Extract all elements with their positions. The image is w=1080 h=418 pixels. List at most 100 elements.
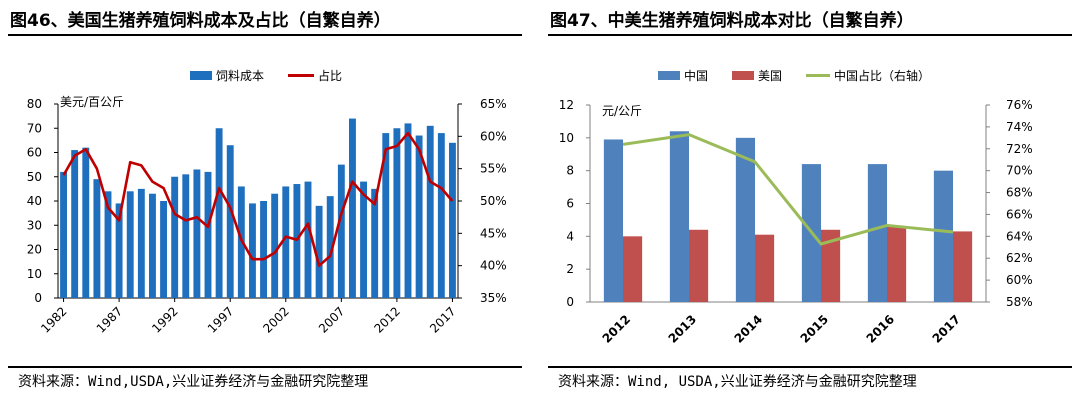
x-category-label: 2017 <box>930 312 964 346</box>
x-tick-label: 1987 <box>94 304 125 335</box>
left-y-tick-label: 6 <box>566 197 574 211</box>
china-feed-cost-bar <box>933 170 953 302</box>
feed-cost-bar <box>160 201 167 298</box>
china-feed-cost-bar <box>735 137 755 302</box>
right-y-tick-label: 65% <box>480 97 507 111</box>
feed-cost-bar <box>204 171 212 298</box>
x-tick-label: 2017 <box>427 304 458 335</box>
left-y-tick-label: 50 <box>27 170 42 184</box>
left-chart-title: 图46、美国生猪养殖饲料成本及占比（自繁自养） <box>10 11 391 31</box>
feed-cost-bar <box>360 181 367 298</box>
right-y-tick-label: 72% <box>1006 142 1033 156</box>
feed-cost-bar <box>193 169 201 298</box>
right-y-tick-label: 58% <box>1006 295 1033 309</box>
right-y-tick-label: 68% <box>1006 186 1033 200</box>
feed-cost-bar <box>93 179 101 298</box>
x-tick-label: 2002 <box>260 304 291 335</box>
left-y-tick-label: 80 <box>27 97 42 111</box>
feed-cost-bar <box>282 186 290 298</box>
right-chart-title: 图47、中美生猪养殖饲料成本对比（自繁自养） <box>550 11 914 31</box>
left-y-tick-label: 70 <box>27 121 42 135</box>
feed-cost-bar <box>226 145 234 298</box>
feed-cost-bar <box>349 118 356 298</box>
legend-label-usa: 美国 <box>758 69 782 83</box>
legend-label-china-share: 中国占比（右轴） <box>834 68 930 83</box>
left-chart-panel: 图46、美国生猪养殖饲料成本及占比（自繁自养） 饲料成本 占比 0 10 20 30 40 5… <box>0 0 530 418</box>
feed-cost-bar <box>126 191 134 298</box>
right-y-tick-label: 74% <box>1006 120 1033 134</box>
feed-cost-bar <box>449 142 456 298</box>
feed-cost-bar <box>71 150 79 298</box>
left-title-rule <box>8 34 522 36</box>
usa-feed-cost-bar <box>689 229 709 302</box>
feed-cost-bar <box>171 176 179 298</box>
right-y-tick-label: 60% <box>1006 273 1033 287</box>
left-y-tick-label: 10 <box>27 267 42 281</box>
right-y-tick-label: 50% <box>480 194 507 208</box>
right-y-tick-label: 45% <box>480 226 507 240</box>
x-category-label: 2014 <box>732 312 766 346</box>
feed-cost-bar <box>60 171 67 298</box>
x-category-label: 2012 <box>600 312 634 346</box>
feed-cost-bar <box>371 188 379 298</box>
feed-cost-bar <box>82 147 90 298</box>
left-y-tick-label: 8 <box>566 164 574 178</box>
right-y-tick-label: 66% <box>1006 207 1033 221</box>
legend-swatch-china <box>658 71 680 80</box>
feed-cost-bar <box>337 164 345 298</box>
x-tick-label: 1992 <box>149 304 180 335</box>
usa-feed-cost-bar <box>953 231 973 302</box>
right-source-note: 资料来源：Wind, USDA,兴业证券经济与金融研究院整理 <box>558 374 917 390</box>
right-chart-panel: 图47、中美生猪养殖饲料成本对比（自繁自养） 中国 美国 中国占比（右轴） 0 2 4 6 8… <box>540 0 1080 418</box>
right-y-tick-label: 70% <box>1006 164 1033 178</box>
x-category-label: 2015 <box>798 312 832 346</box>
left-y-tick-label: 40 <box>27 194 42 208</box>
left-y-tick-label: 2 <box>566 262 574 276</box>
right-y-tick-label: 62% <box>1006 251 1033 265</box>
x-category-label: 2016 <box>864 312 898 346</box>
right-title-rule <box>548 34 1072 36</box>
usa-feed-cost-bar <box>887 226 907 302</box>
feed-cost-bar <box>104 191 112 298</box>
share-line <box>62 131 454 268</box>
feed-cost-bar <box>260 201 267 298</box>
right-y-tick-label: 40% <box>480 259 507 273</box>
left-y-tick-label: 4 <box>566 229 574 243</box>
feed-cost-bar <box>393 128 401 298</box>
x-tick-label: 1997 <box>205 304 236 335</box>
left-y-tick-label: 60 <box>27 146 42 160</box>
left-y-tick-label: 0 <box>34 291 42 305</box>
right-source-rule <box>548 366 1072 368</box>
china-share-line <box>622 133 954 246</box>
usa-feed-cost-bar <box>623 236 643 302</box>
feed-cost-bar <box>404 123 412 299</box>
china-feed-cost-bar <box>669 131 689 302</box>
legend-label-china: 中国 <box>684 68 708 83</box>
left-chart-svg: 饲料成本 占比 0 10 20 30 40 50 60 70 80 35% 40% 45% 50% 55% 60… <box>27 68 507 336</box>
x-tick-label: 2012 <box>372 304 403 335</box>
right-y-tick-label: 64% <box>1006 229 1033 243</box>
x-tick-label: 1982 <box>38 304 69 335</box>
feed-cost-bar <box>426 125 434 298</box>
y-unit-label: 美元/百公斤 <box>60 95 124 109</box>
right-chart-svg: 中国 美国 中国占比（右轴） 0 2 4 6 8 10 12 58% 60% 62% 64% 66% 68% 7… <box>559 68 1033 346</box>
feed-cost-bar <box>437 133 445 298</box>
feed-cost-bar <box>149 193 156 298</box>
right-y-tick-label: 55% <box>480 162 507 176</box>
feed-cost-bar <box>249 203 256 298</box>
x-category-label: 2013 <box>666 312 700 346</box>
feed-cost-bar <box>182 174 190 298</box>
feed-cost-bar <box>326 196 334 298</box>
legend-label-feed-cost: 饲料成本 <box>216 69 264 83</box>
left-y-tick-label: 12 <box>559 98 574 112</box>
left-y-tick-label: 10 <box>559 131 574 145</box>
y-unit-label: 元/公斤 <box>602 104 642 118</box>
legend-swatch-usa <box>732 71 754 80</box>
left-y-tick-label: 30 <box>27 218 42 232</box>
legend-swatch-feed-cost <box>190 71 212 80</box>
feed-cost-bar <box>382 133 390 298</box>
left-y-tick-label: 20 <box>27 243 42 257</box>
legend-label-share: 占比 <box>318 68 342 83</box>
feed-cost-bar <box>115 203 123 298</box>
x-tick-label: 2007 <box>316 304 347 335</box>
